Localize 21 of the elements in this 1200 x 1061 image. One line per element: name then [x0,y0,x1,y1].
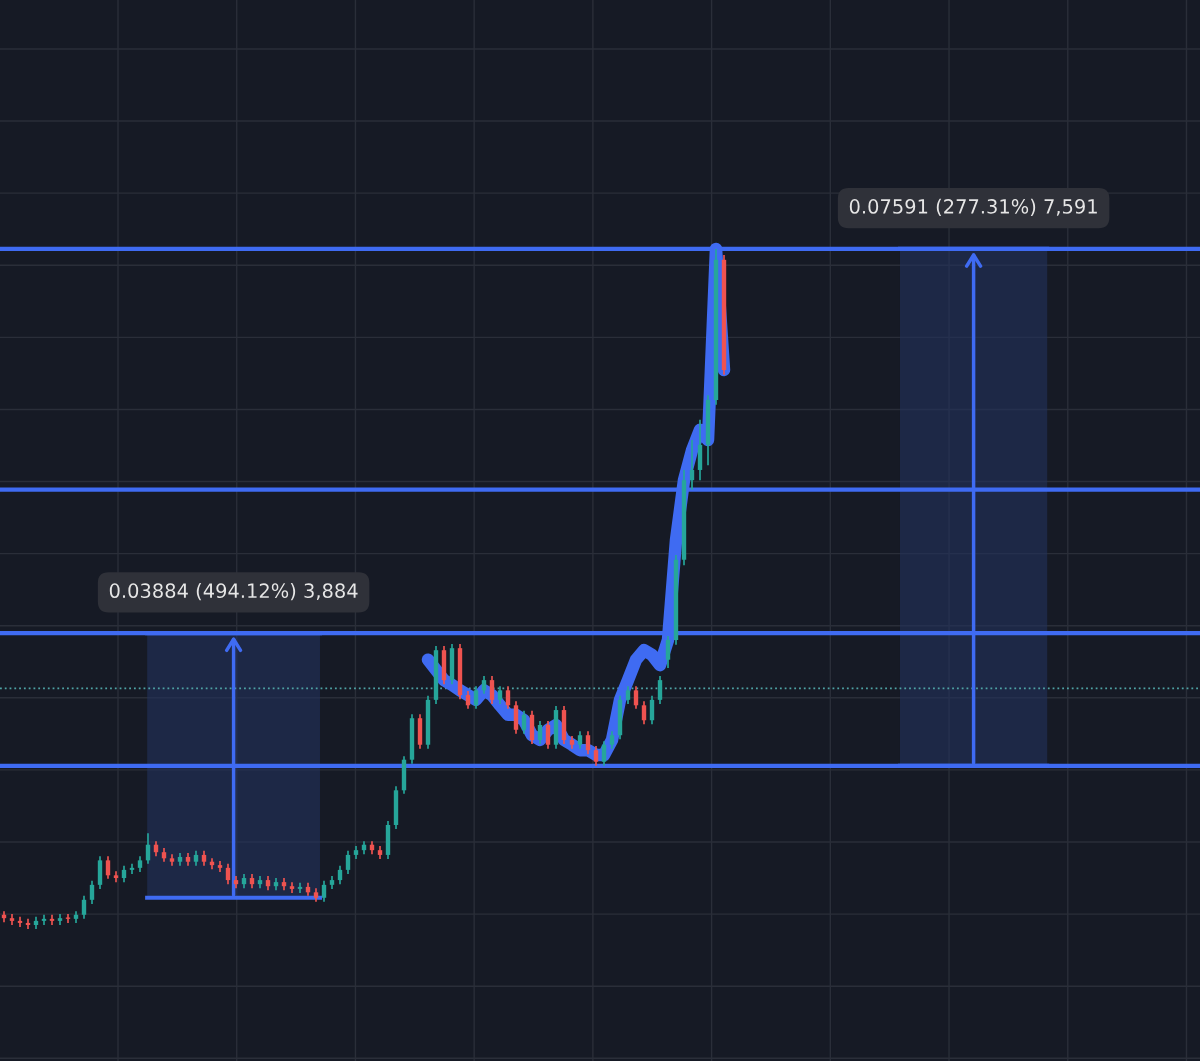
candlestick [473,685,479,710]
candlestick [105,855,111,880]
candlestick [665,635,671,669]
candlestick [633,685,639,710]
candlestick [521,709,527,735]
candlestick [65,913,71,924]
candlestick [545,720,551,750]
candlestick [321,879,327,903]
annotation: 0.03884 (494.12%) 3,884 [109,583,358,601]
candlestick [593,745,599,767]
candlestick [641,700,647,726]
candlestick [537,720,543,745]
candlestick [601,740,607,767]
candlestick [89,879,95,905]
candlestick [505,685,511,710]
candlestick [81,894,87,920]
text: 0.07591 (277.31%) 7,591 [849,198,1097,217]
candlestick [657,675,663,705]
candlestick [345,850,351,875]
candlestick [585,730,591,756]
candlestick [489,675,495,705]
